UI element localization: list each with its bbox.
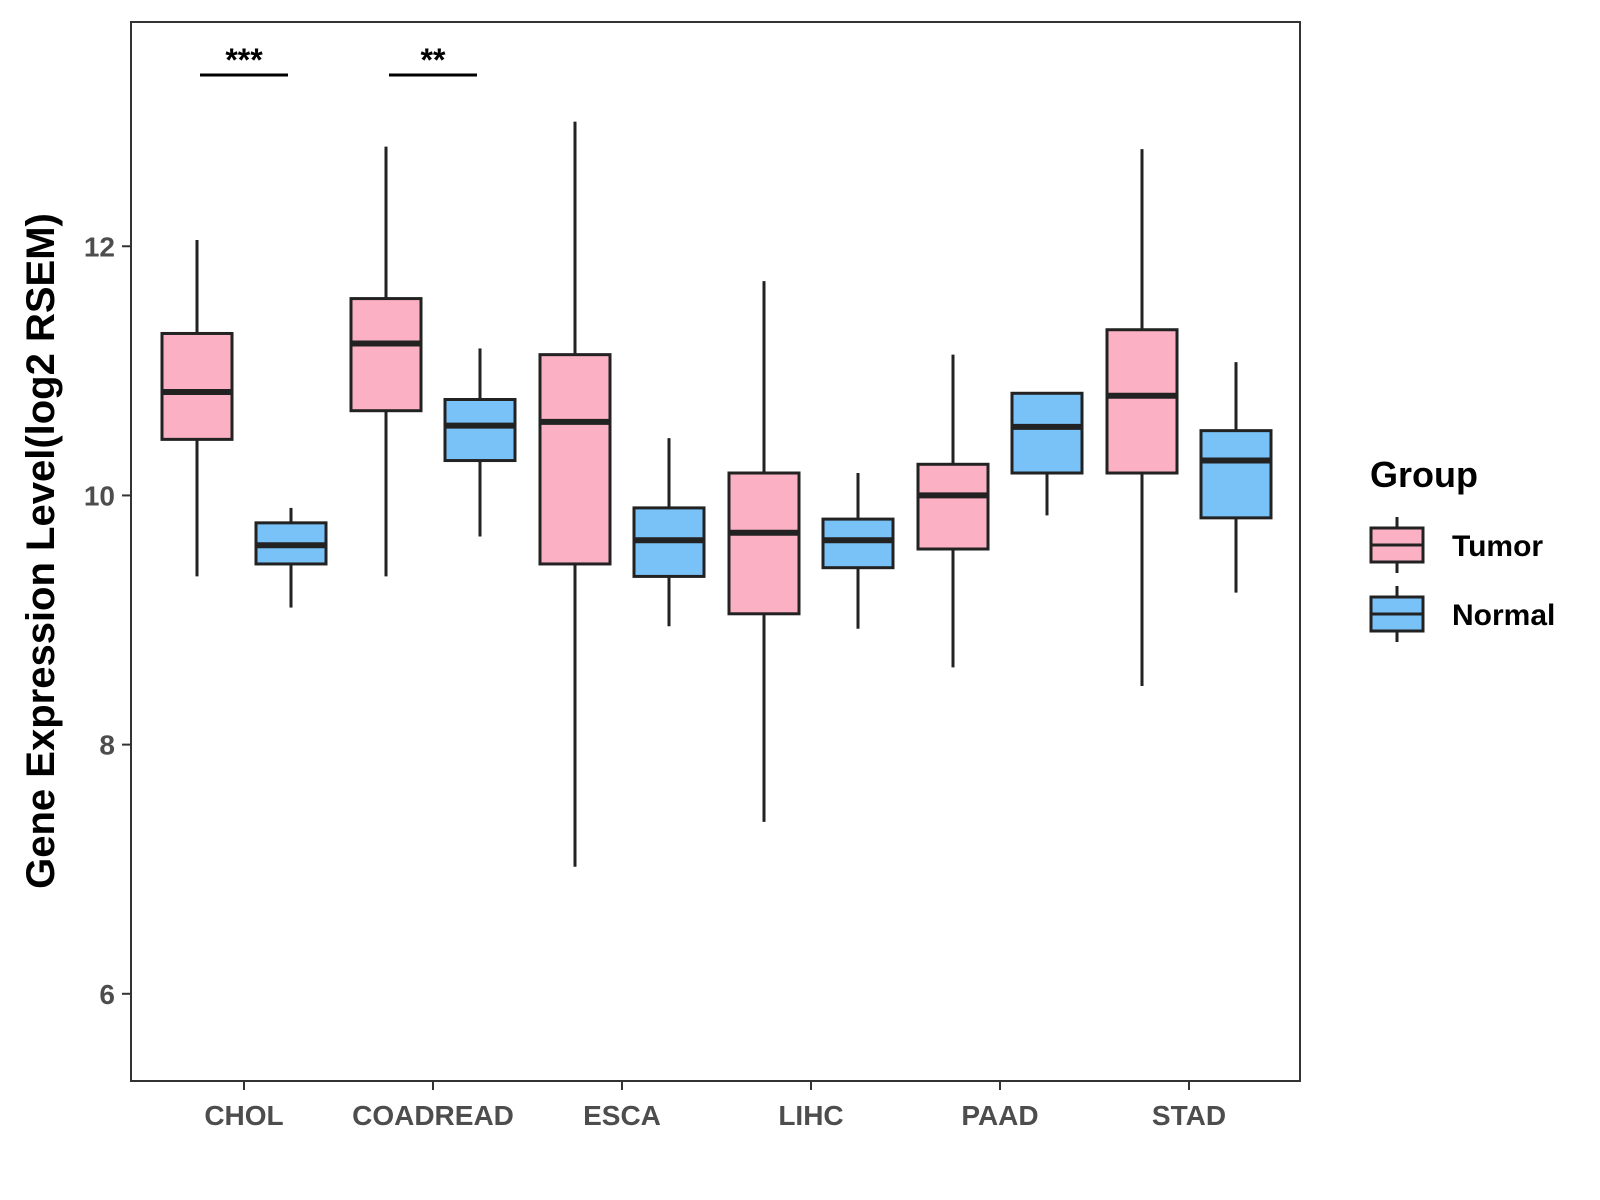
box-normal-coadread — [443, 348, 517, 537]
box-normal-paad — [1010, 391, 1084, 516]
x-tick-label-coadread: COADREAD — [352, 1100, 514, 1131]
legend-key-tumor — [1369, 517, 1425, 573]
legend-key-normal — [1369, 586, 1425, 642]
y-axis: 6 8 10 12 — [84, 231, 131, 1010]
box-tumor-chol — [160, 240, 234, 577]
y-tick-label-10: 10 — [84, 480, 115, 511]
box-body — [916, 462, 990, 551]
box-tumor-paad — [916, 354, 990, 668]
box-body — [821, 517, 895, 570]
box-body — [1010, 391, 1084, 475]
box-normal-lihc — [821, 473, 895, 629]
legend-label-normal: Normal — [1452, 599, 1555, 632]
significance-label-chol: *** — [225, 42, 263, 78]
y-tick-label-8: 8 — [99, 730, 115, 761]
box-body — [538, 353, 612, 566]
x-tick-label-lihc: LIHC — [778, 1100, 843, 1131]
x-axis: CHOL COADREAD ESCA LIHC PAAD STAD — [204, 1081, 1226, 1131]
x-tick-label-esca: ESCA — [583, 1100, 661, 1131]
box-normal-chol — [254, 507, 328, 608]
box-tumor-stad — [1105, 149, 1179, 687]
x-tick-label-stad: STAD — [1152, 1100, 1226, 1131]
box-body — [443, 398, 517, 463]
box-normal-stad — [1199, 362, 1273, 593]
y-axis-title: Gene Expression Level(log2 RSEM) — [19, 213, 63, 889]
box-body — [160, 331, 234, 441]
y-tick-label-12: 12 — [84, 231, 115, 262]
box-body — [727, 471, 801, 616]
significance-label-coadread: ** — [421, 42, 446, 78]
box-tumor-esca — [538, 121, 612, 867]
box-body — [1105, 328, 1179, 475]
significance-annotations: *** ** — [200, 42, 477, 78]
panel-border — [130, 21, 1301, 1082]
y-tick-label-6: 6 — [99, 979, 115, 1010]
plot-area — [160, 121, 1273, 867]
box-tumor-lihc — [727, 281, 801, 822]
x-tick-label-paad: PAAD — [961, 1100, 1038, 1131]
box-body — [349, 297, 423, 413]
legend: Group Tumor Normal — [1369, 454, 1555, 642]
box-normal-esca — [632, 438, 706, 627]
legend-label-tumor: Tumor — [1452, 530, 1543, 563]
box-body — [1199, 429, 1273, 520]
x-tick-label-chol: CHOL — [204, 1100, 283, 1131]
box-tumor-coadread — [349, 146, 423, 577]
legend-title: Group — [1370, 454, 1478, 495]
